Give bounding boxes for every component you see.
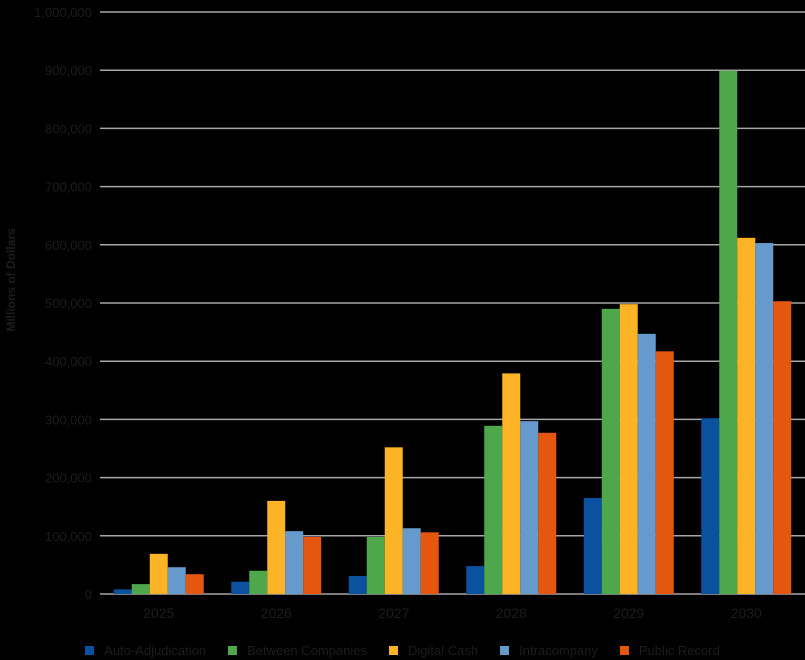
bar bbox=[249, 570, 268, 594]
bar bbox=[149, 553, 168, 594]
legend-label: Intracompany bbox=[519, 642, 598, 658]
y-tick-label: 400,000 bbox=[45, 354, 92, 369]
bar bbox=[402, 528, 421, 594]
y-axis-ticks: 0 100,000 200,000 300,000 400,000 500,000 600,… bbox=[34, 5, 92, 602]
bar bbox=[348, 575, 367, 594]
x-tick-label: 2026 bbox=[261, 605, 292, 621]
bars bbox=[113, 70, 792, 595]
bar bbox=[303, 536, 322, 594]
bar bbox=[231, 581, 250, 594]
x-tick-label: 2029 bbox=[613, 605, 644, 621]
y-tick-label: 900,000 bbox=[45, 63, 92, 78]
bar bbox=[167, 567, 186, 594]
y-axis-label: Millions of Dollars bbox=[4, 228, 18, 332]
legend-item: Between Companies bbox=[228, 643, 367, 658]
y-tick-label: 500,000 bbox=[45, 296, 92, 311]
y-tick-label: 700,000 bbox=[45, 180, 92, 195]
bar bbox=[619, 304, 638, 594]
legend-item: Digital Cash bbox=[389, 643, 478, 658]
y-tick-label: 300,000 bbox=[45, 412, 92, 427]
x-tick-label: 2025 bbox=[143, 605, 174, 621]
bar bbox=[484, 425, 503, 594]
x-tick-label: 2030 bbox=[731, 605, 762, 621]
bar bbox=[719, 70, 738, 595]
bar bbox=[737, 237, 756, 595]
x-tick-label: 2028 bbox=[496, 605, 527, 621]
legend-swatch-icon bbox=[389, 645, 399, 655]
bar bbox=[538, 432, 557, 594]
bar bbox=[466, 566, 485, 594]
legend-item: Public Record bbox=[619, 642, 720, 658]
bar bbox=[285, 531, 304, 594]
legend-item: Intracompany bbox=[500, 643, 598, 658]
y-tick-label: 200,000 bbox=[45, 471, 92, 486]
y-tick-label: 100,000 bbox=[45, 529, 92, 544]
bar bbox=[185, 574, 204, 594]
bar bbox=[601, 308, 620, 594]
x-tick-label: 2027 bbox=[378, 605, 409, 621]
bar bbox=[113, 589, 132, 594]
bar bbox=[420, 532, 439, 594]
bar bbox=[583, 497, 602, 594]
y-tick-label: 1,000,000 bbox=[34, 5, 92, 20]
bar bbox=[267, 500, 286, 594]
legend-label: Between Companies bbox=[247, 642, 368, 658]
y-tick-label: 600,000 bbox=[45, 238, 92, 253]
legend-swatch-icon bbox=[85, 645, 95, 655]
x-axis-ticks: 2025 2026 2027 2028 2029 2030 bbox=[143, 605, 762, 621]
legend-swatch-icon bbox=[619, 645, 629, 655]
bar bbox=[637, 333, 656, 594]
legend-swatch-icon bbox=[500, 645, 510, 655]
bar bbox=[755, 243, 774, 594]
legend: Auto-Adjudication Between Companies Digita… bbox=[0, 640, 805, 660]
bar bbox=[131, 584, 150, 594]
bar bbox=[701, 418, 720, 594]
bar bbox=[520, 421, 539, 594]
legend-label: Auto-Adjudication bbox=[104, 642, 207, 658]
bar bbox=[384, 447, 403, 594]
bar bbox=[366, 536, 385, 594]
bar bbox=[773, 301, 792, 594]
bar bbox=[655, 351, 674, 594]
legend-label: Digital Cash bbox=[408, 642, 479, 658]
y-tick-label: 0 bbox=[85, 587, 92, 602]
gridlines bbox=[100, 11, 805, 595]
legend-item: Auto-Adjudication bbox=[85, 643, 206, 658]
legend-label: Public Record bbox=[638, 642, 720, 658]
legend-swatch-icon bbox=[228, 645, 238, 655]
bar bbox=[502, 373, 521, 594]
y-tick-label: 800,000 bbox=[45, 121, 92, 136]
